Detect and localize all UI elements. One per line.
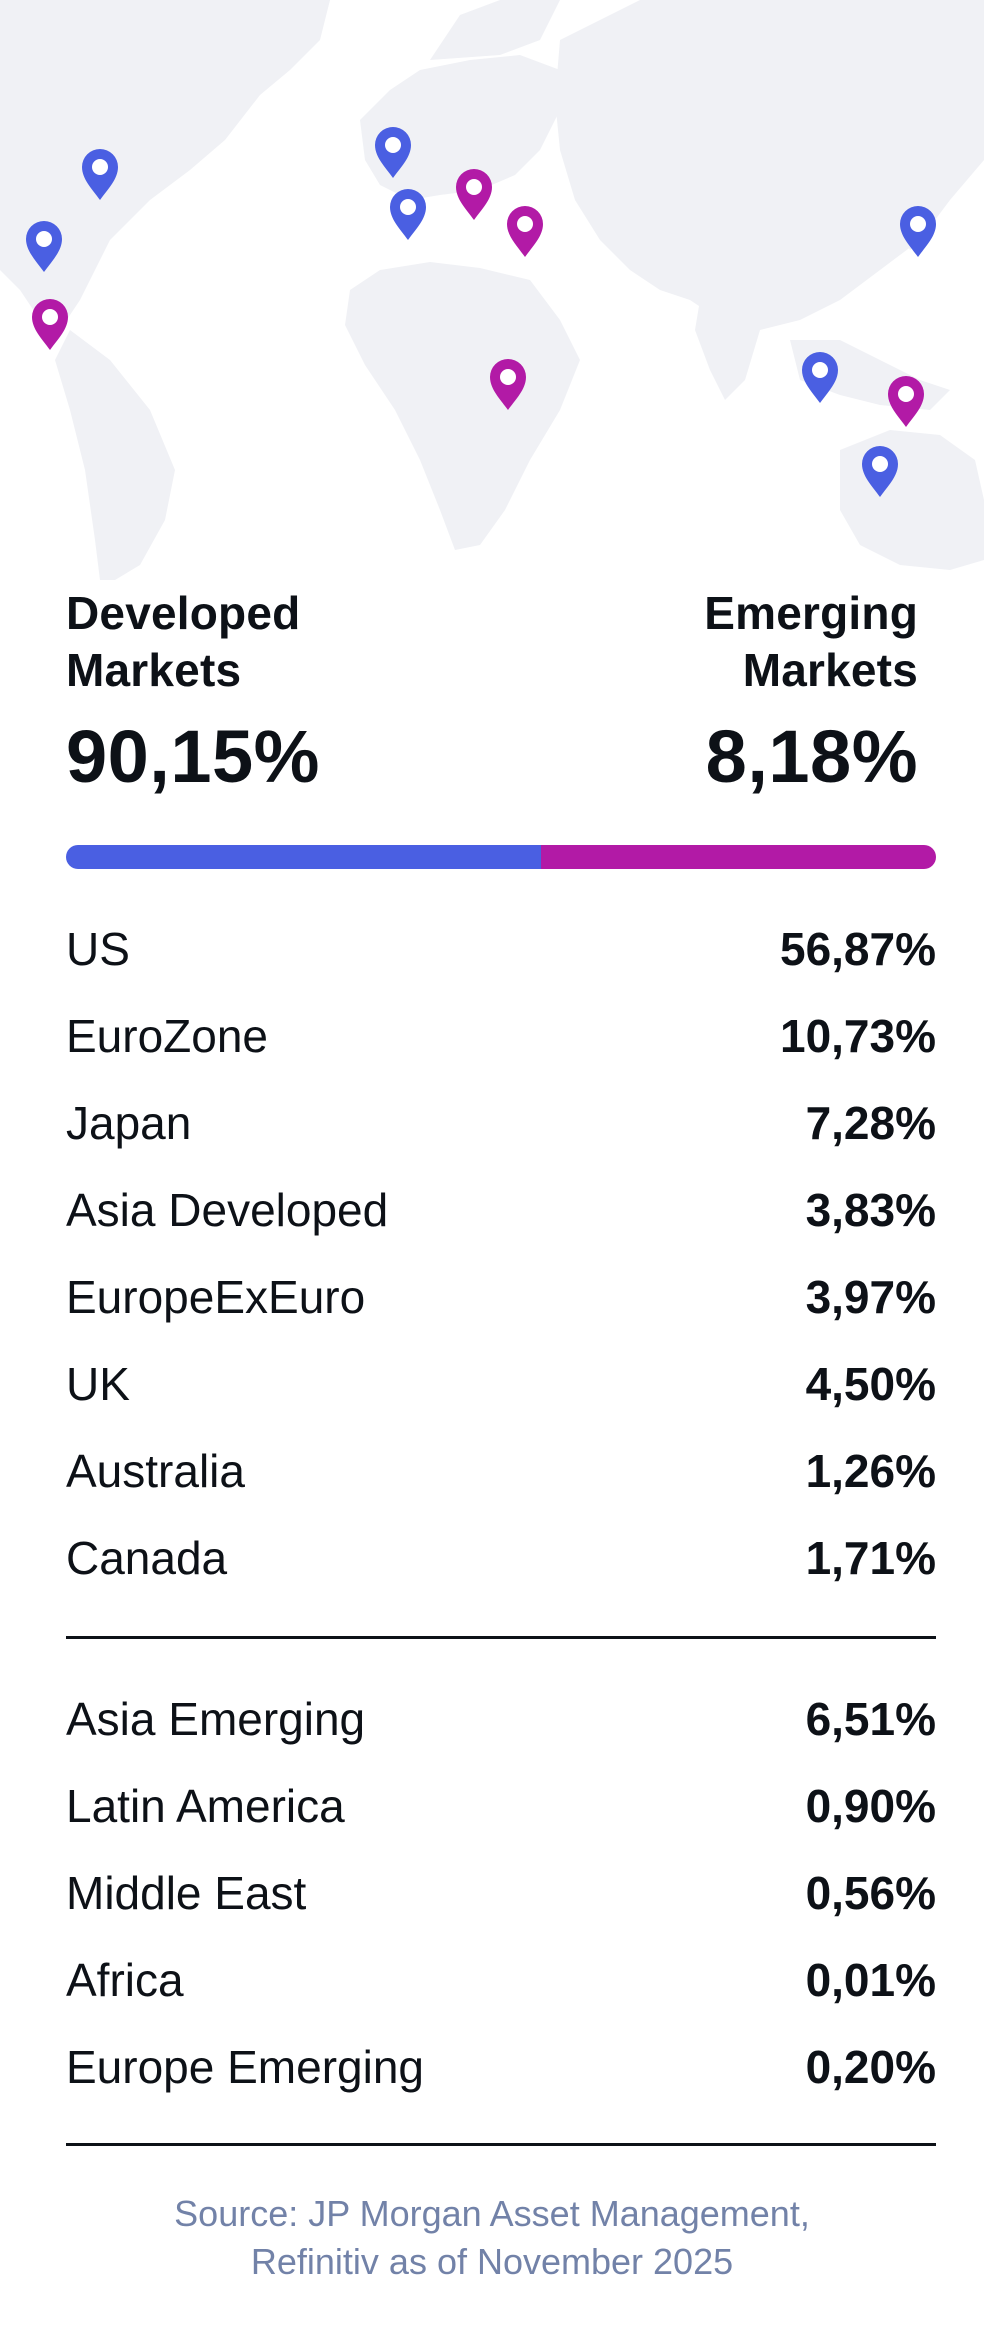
- region-row: Australia 1,26%: [66, 1422, 936, 1509]
- india-shape: [695, 300, 760, 400]
- africa-shape: [345, 262, 580, 550]
- region-row: US 56,87%: [66, 900, 936, 987]
- location-pin-icon: [490, 359, 526, 410]
- region-percent: 56,87%: [779, 923, 936, 975]
- region-label: Latin America: [66, 1780, 345, 1832]
- region-label: Asia Emerging: [66, 1693, 366, 1745]
- location-pins: [26, 127, 936, 497]
- region-percent: 0,20%: [805, 2041, 936, 2093]
- location-pin-icon: [888, 376, 924, 427]
- scandinavia-shape: [430, 0, 560, 60]
- emerging-markets-title: Emerging Markets: [704, 585, 918, 699]
- region-row: Africa 0,01%: [66, 1931, 936, 2018]
- region-percent: 1,26%: [805, 1445, 936, 1497]
- world-map-graphic: [0, 0, 984, 580]
- emerging-title-line2: Markets: [742, 644, 918, 696]
- source-line1: Source: JP Morgan Asset Management,: [174, 2193, 810, 2234]
- region-row: Canada 1,71%: [66, 1509, 936, 1596]
- region-label: EuropeExEuro: [66, 1271, 366, 1323]
- region-percent: 3,83%: [805, 1184, 936, 1236]
- south-america-shape: [55, 330, 175, 580]
- region-percent: 0,01%: [805, 1954, 936, 2006]
- region-label: EuroZone: [66, 1010, 269, 1062]
- region-row: Asia Emerging 6,51%: [66, 1670, 936, 1757]
- market-summary: Developed Markets 90,15% Emerging Market…: [66, 585, 936, 800]
- region-row: Middle East 0,56%: [66, 1844, 936, 1931]
- region-label: Africa: [66, 1954, 184, 2006]
- australia-shape: [840, 430, 984, 570]
- location-pin-icon: [507, 206, 543, 257]
- emerging-markets-summary: Emerging Markets 8,18%: [704, 585, 918, 797]
- developed-markets-percent: 90,15%: [66, 715, 320, 798]
- region-label: US: [66, 923, 130, 975]
- emerging-share-segment: [541, 845, 936, 869]
- location-pin-icon: [32, 299, 68, 350]
- region-row: Europe Emerging 0,20%: [66, 2018, 936, 2105]
- region-percent: 3,97%: [805, 1271, 936, 1323]
- developed-share-segment: [66, 845, 542, 869]
- region-row: Japan 7,28%: [66, 1074, 936, 1161]
- location-pin-icon: [26, 221, 62, 272]
- region-percent: 0,56%: [805, 1867, 936, 1919]
- developed-markets-summary: Developed Markets 90,15%: [66, 585, 320, 797]
- emerging-regions-list: Asia Emerging 6,51% Latin America 0,90% Midd…: [66, 1670, 936, 2105]
- source-line2: Refinitiv as of November 2025: [250, 2241, 734, 2282]
- north-america-shape: [0, 0, 330, 330]
- region-row: EuroZone 10,73%: [66, 987, 936, 1074]
- source-note: Source: JP Morgan Asset Management, Refi…: [0, 2190, 984, 2286]
- region-label: Europe Emerging: [66, 2041, 424, 2093]
- region-percent: 1,71%: [805, 1532, 936, 1584]
- region-label: UK: [66, 1358, 130, 1410]
- asia-shape: [555, 0, 984, 330]
- continents: [0, 0, 984, 580]
- region-percent: 7,28%: [805, 1097, 936, 1149]
- region-percent: 0,90%: [805, 1780, 936, 1832]
- region-label: Asia Developed: [66, 1184, 389, 1236]
- world-map: [0, 0, 984, 580]
- region-row: EuropeExEuro 3,97%: [66, 1248, 936, 1335]
- location-pin-icon: [900, 206, 936, 257]
- emerging-markets-percent: 8,18%: [705, 715, 918, 798]
- europe-shape: [360, 55, 560, 200]
- developed-regions-list: US 56,87% EuroZone 10,73% Japan 7,28% Asia Dev…: [66, 900, 936, 1596]
- developed-title-line1: Developed: [66, 587, 301, 639]
- greenland-shape: [210, 0, 330, 60]
- region-percent: 4,50%: [805, 1358, 936, 1410]
- footer-divider: [66, 2143, 936, 2146]
- region-percent: 10,73%: [779, 1010, 936, 1062]
- location-pin-icon: [390, 189, 426, 240]
- emerging-title-line1: Emerging: [704, 587, 918, 639]
- location-pin-icon: [862, 446, 898, 497]
- market-split-bar: [66, 845, 936, 869]
- region-label: Canada: [66, 1532, 228, 1584]
- location-pin-icon: [456, 169, 492, 220]
- region-row: Asia Developed 3,83%: [66, 1161, 936, 1248]
- location-pin-icon: [375, 127, 411, 178]
- location-pin-icon: [802, 352, 838, 403]
- developed-title-line2: Markets: [66, 644, 242, 696]
- region-label: Middle East: [66, 1867, 307, 1919]
- section-divider: [66, 1636, 936, 1639]
- region-label: Australia: [66, 1445, 245, 1497]
- region-percent: 6,51%: [805, 1693, 936, 1745]
- region-row: Latin America 0,90%: [66, 1757, 936, 1844]
- developed-markets-title: Developed Markets: [66, 585, 320, 699]
- location-pin-icon: [82, 149, 118, 200]
- region-row: UK 4,50%: [66, 1335, 936, 1422]
- region-label: Japan: [66, 1097, 192, 1149]
